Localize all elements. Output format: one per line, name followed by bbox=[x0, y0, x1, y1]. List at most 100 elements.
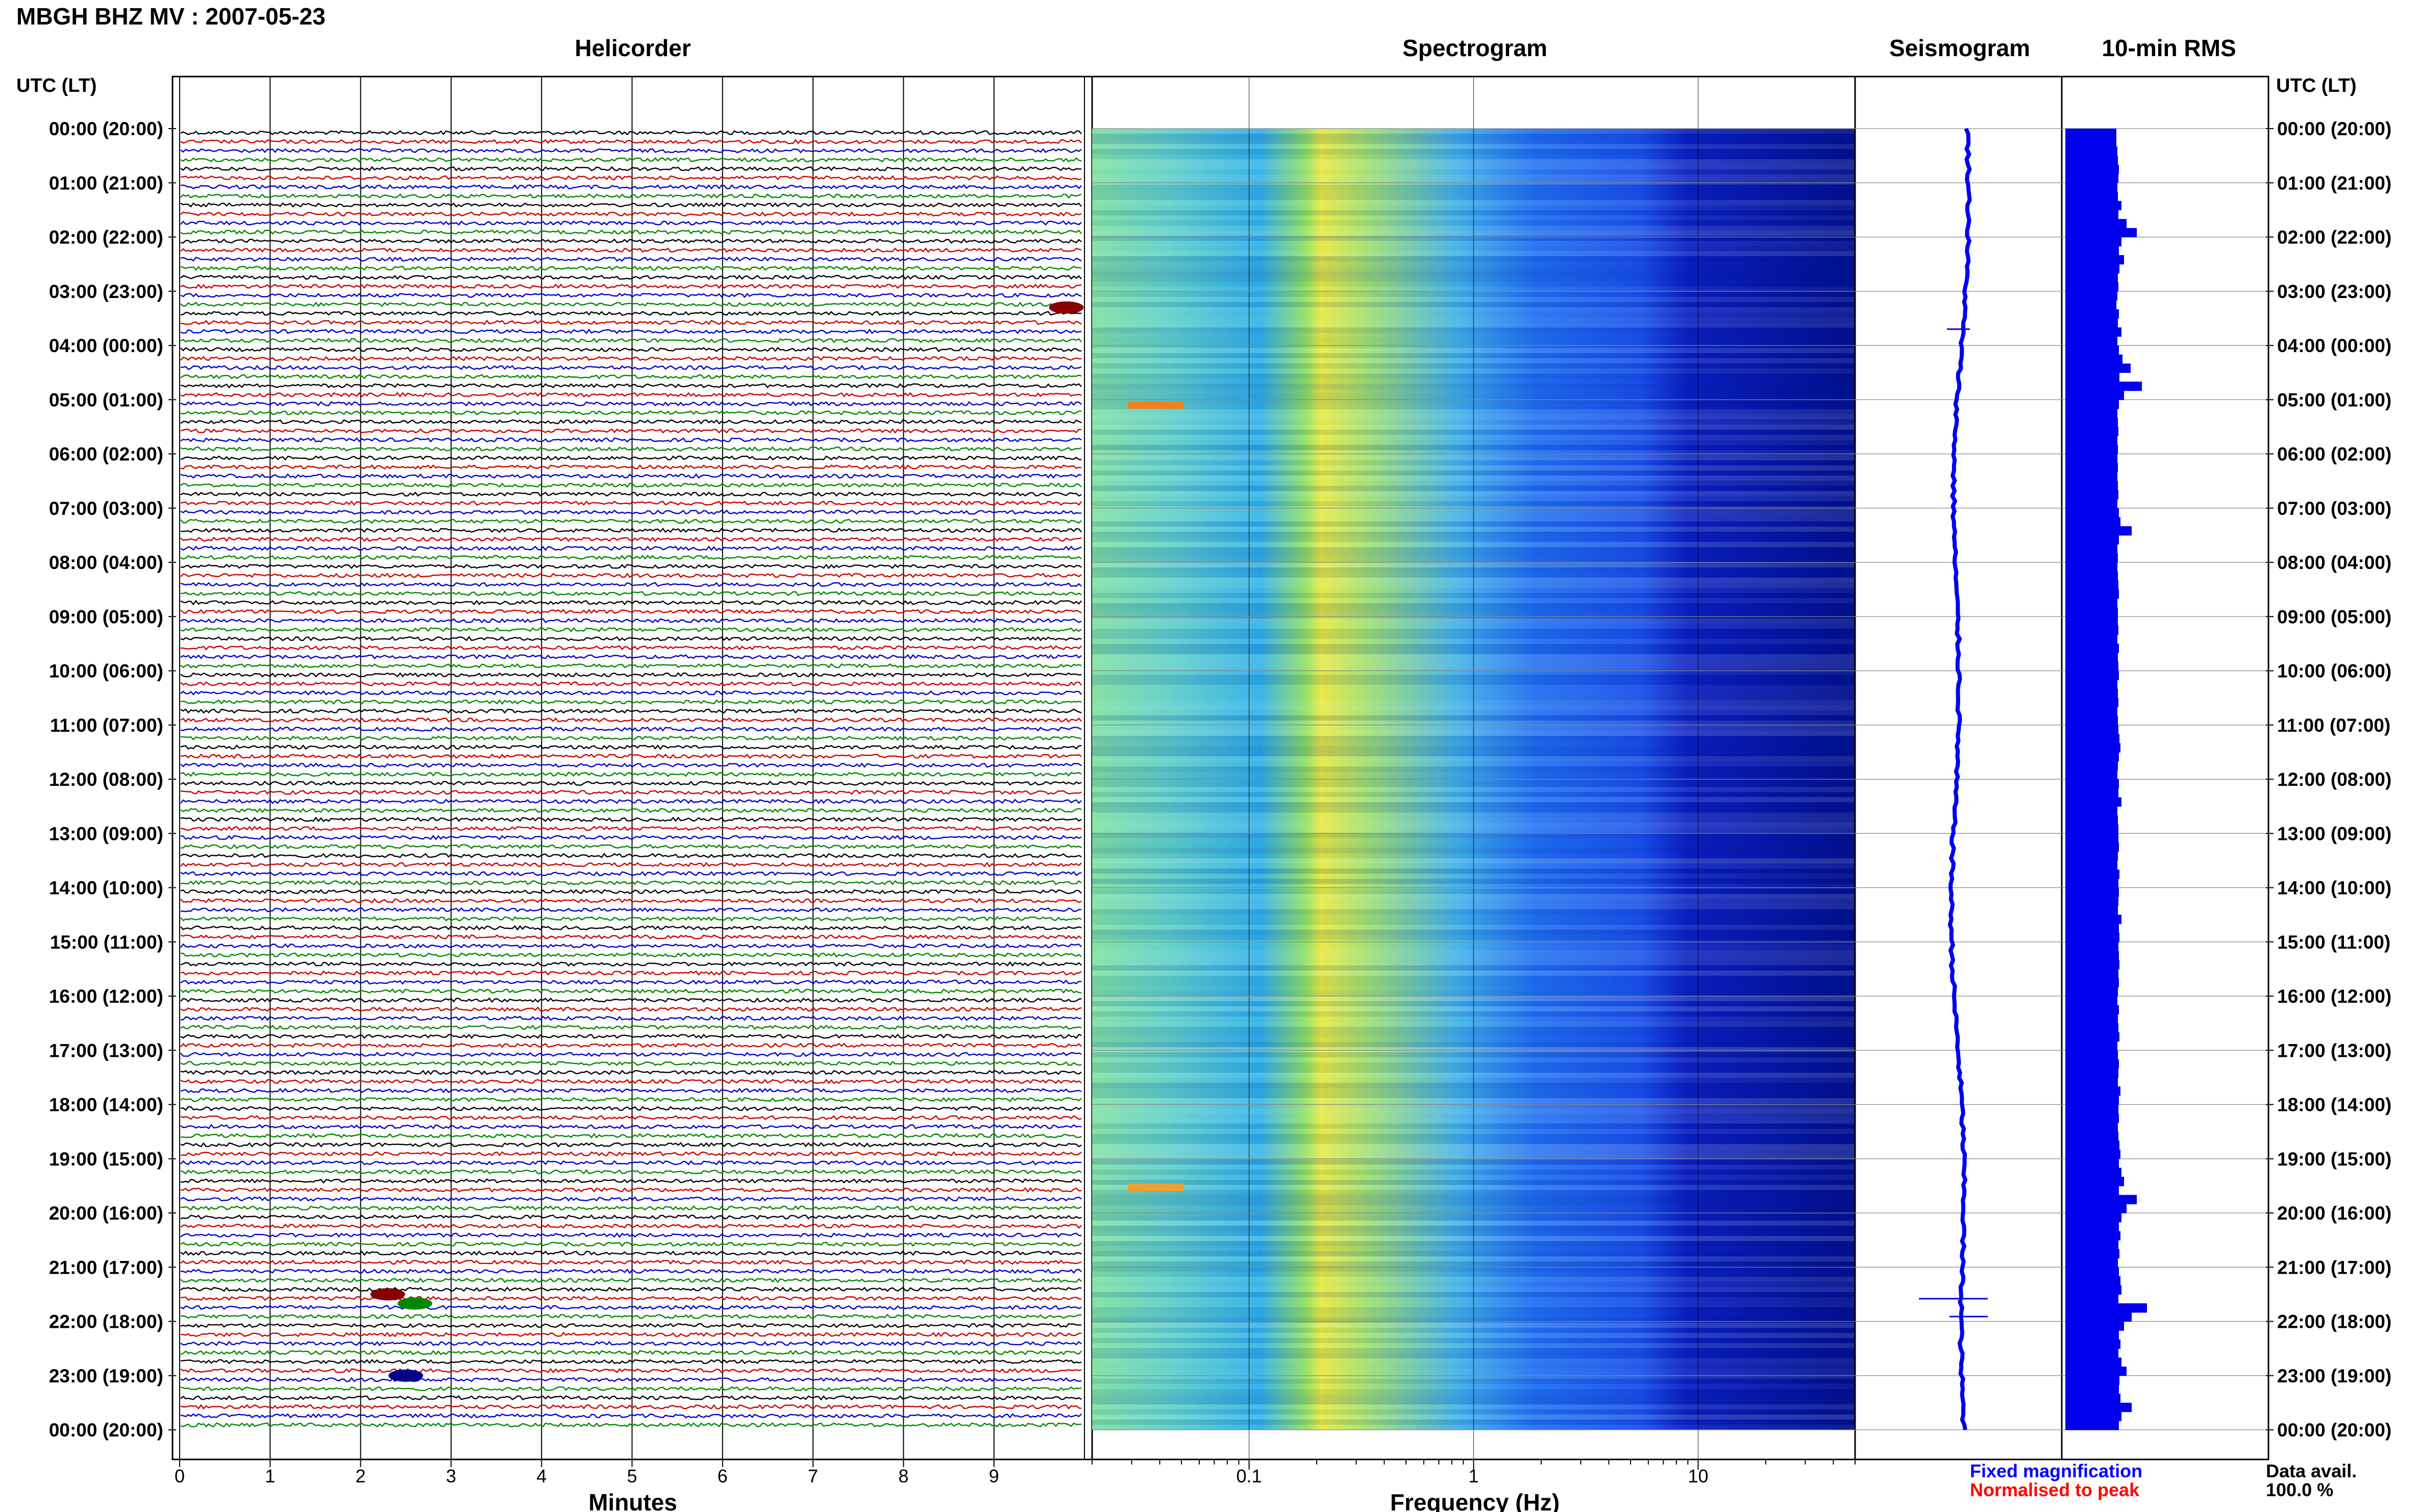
normalised-to-peak-label: Normalised to peak bbox=[1970, 1479, 2140, 1500]
helicorder-trace bbox=[180, 744, 1082, 750]
helicorder-trace bbox=[180, 1404, 1082, 1410]
helicorder-trace bbox=[180, 853, 1082, 858]
helicorder-trace bbox=[180, 934, 1082, 940]
rms-bar bbox=[2065, 535, 2119, 545]
rms-bar bbox=[2065, 806, 2117, 816]
rms-bar bbox=[2065, 156, 2118, 165]
minutes-axis: 0 1 2 3 4 5 6 7 8 9 bbox=[175, 1459, 999, 1486]
time-label-right: 17:00 (13:00) bbox=[2277, 1040, 2391, 1061]
time-label-right: 19:00 (15:00) bbox=[2277, 1149, 2391, 1170]
helicorder-trace bbox=[180, 1386, 1082, 1392]
rms-bar bbox=[2065, 345, 2119, 355]
helicorder-trace bbox=[180, 916, 1082, 922]
time-label-right: 09:00 (05:00) bbox=[2277, 606, 2391, 627]
rms-bar bbox=[2065, 924, 2119, 933]
time-label-left: 05:00 (01:00) bbox=[49, 389, 163, 410]
rms-bar bbox=[2065, 969, 2118, 979]
frequency-tick-label: 10 bbox=[1688, 1466, 1708, 1486]
rms-bar bbox=[2065, 1258, 2118, 1268]
rms-bar bbox=[2065, 237, 2121, 246]
helicorder-trace bbox=[180, 1323, 1082, 1328]
helicorder-trace bbox=[180, 302, 1082, 307]
rms-bar bbox=[2065, 354, 2122, 364]
helicorder-trace bbox=[180, 356, 1082, 361]
helicorder-trace bbox=[180, 283, 1082, 289]
rms-bar bbox=[2065, 1158, 2119, 1169]
helicorder-trace bbox=[180, 247, 1082, 253]
rms-bar bbox=[2065, 191, 2118, 202]
seismogram-trace bbox=[1947, 128, 1972, 1430]
helicorder-trace bbox=[180, 1033, 1082, 1039]
helicorder-trace bbox=[180, 1313, 1082, 1319]
helicorder-trace bbox=[180, 753, 1082, 759]
helicorder-trace bbox=[180, 1422, 1082, 1428]
time-label-right: 02:00 (22:00) bbox=[2277, 227, 2391, 248]
rms-bar bbox=[2065, 1213, 2121, 1223]
seismogram-title: Seismogram bbox=[1889, 35, 2030, 61]
rms-bar bbox=[2065, 427, 2118, 436]
time-label-right: 08:00 (04:00) bbox=[2277, 552, 2391, 573]
rms-bar bbox=[2065, 1384, 2119, 1394]
helicorder-trace bbox=[180, 329, 1082, 335]
spectrogram-vertical-lines bbox=[1248, 77, 1699, 1459]
helicorder-trace bbox=[180, 1187, 1082, 1193]
helicorder-trace bbox=[180, 1341, 1082, 1347]
rms-bar bbox=[2065, 743, 2120, 753]
rms-bar bbox=[2065, 381, 2142, 391]
helicorder-trace bbox=[180, 654, 1082, 660]
rms-bar bbox=[2065, 1077, 2118, 1087]
rms-bar bbox=[2065, 562, 2117, 572]
rms-bar bbox=[2065, 643, 2119, 653]
time-label-right: 04:00 (00:00) bbox=[2277, 335, 2391, 356]
rms-bar bbox=[2065, 671, 2119, 680]
helicorder-trace bbox=[180, 1160, 1082, 1166]
rms-bar bbox=[2065, 291, 2117, 301]
time-label-right: 07:00 (03:00) bbox=[2277, 498, 2391, 519]
helicorder-trace bbox=[180, 1232, 1082, 1238]
event-burst bbox=[370, 1288, 405, 1301]
time-label-left: 11:00 (07:00) bbox=[50, 715, 163, 736]
rms-bar bbox=[2065, 300, 2116, 310]
helicorder-trace bbox=[180, 338, 1082, 343]
helicorder-trace bbox=[180, 1368, 1082, 1374]
rms-bars bbox=[2065, 129, 2147, 1430]
time-label-left: 03:00 (23:00) bbox=[49, 281, 163, 302]
rms-bar bbox=[2065, 788, 2118, 798]
rms-bar bbox=[2065, 408, 2117, 418]
helicorder-trace bbox=[180, 618, 1082, 624]
rms-bar bbox=[2065, 219, 2127, 229]
spectrogram-hotspot bbox=[1128, 1184, 1184, 1191]
helicorder-trace bbox=[180, 690, 1082, 696]
helicorder-trace bbox=[180, 898, 1082, 904]
helicorder-trace bbox=[180, 509, 1082, 515]
rms-bar bbox=[2065, 996, 2117, 1006]
event-burst bbox=[397, 1297, 432, 1310]
rms-bar bbox=[2065, 173, 2118, 183]
rms-bar bbox=[2065, 625, 2118, 635]
time-label-right: 13:00 (09:00) bbox=[2277, 823, 2391, 844]
helicorder-trace bbox=[180, 419, 1082, 425]
rms-bar bbox=[2065, 887, 2119, 897]
helicorder-trace bbox=[180, 1087, 1082, 1094]
rms-bar bbox=[2065, 1095, 2119, 1105]
time-label-right: 16:00 (12:00) bbox=[2277, 986, 2391, 1007]
helicorder-trace bbox=[180, 844, 1082, 850]
time-label-right: 05:00 (01:00) bbox=[2277, 389, 2391, 410]
rms-bar bbox=[2065, 146, 2117, 156]
rms-bar bbox=[2065, 318, 2118, 328]
helicorder-trace bbox=[180, 1133, 1082, 1139]
helicorder-trace bbox=[180, 220, 1082, 226]
helicorder-trace bbox=[180, 726, 1082, 732]
helicorder-trace bbox=[180, 157, 1082, 163]
helicorder-trace bbox=[180, 826, 1082, 831]
rms-bar bbox=[2065, 797, 2121, 807]
rms-bar bbox=[2065, 228, 2137, 238]
rms-bar bbox=[2065, 978, 2119, 987]
rms-bar bbox=[2065, 255, 2124, 265]
helicorder-trace bbox=[180, 979, 1082, 985]
time-label-left: 13:00 (09:00) bbox=[49, 823, 163, 844]
helicorder-trace bbox=[180, 663, 1082, 668]
helicorder-trace bbox=[180, 717, 1082, 723]
helicorder-trace bbox=[180, 256, 1082, 262]
rms-bar bbox=[2065, 752, 2119, 762]
